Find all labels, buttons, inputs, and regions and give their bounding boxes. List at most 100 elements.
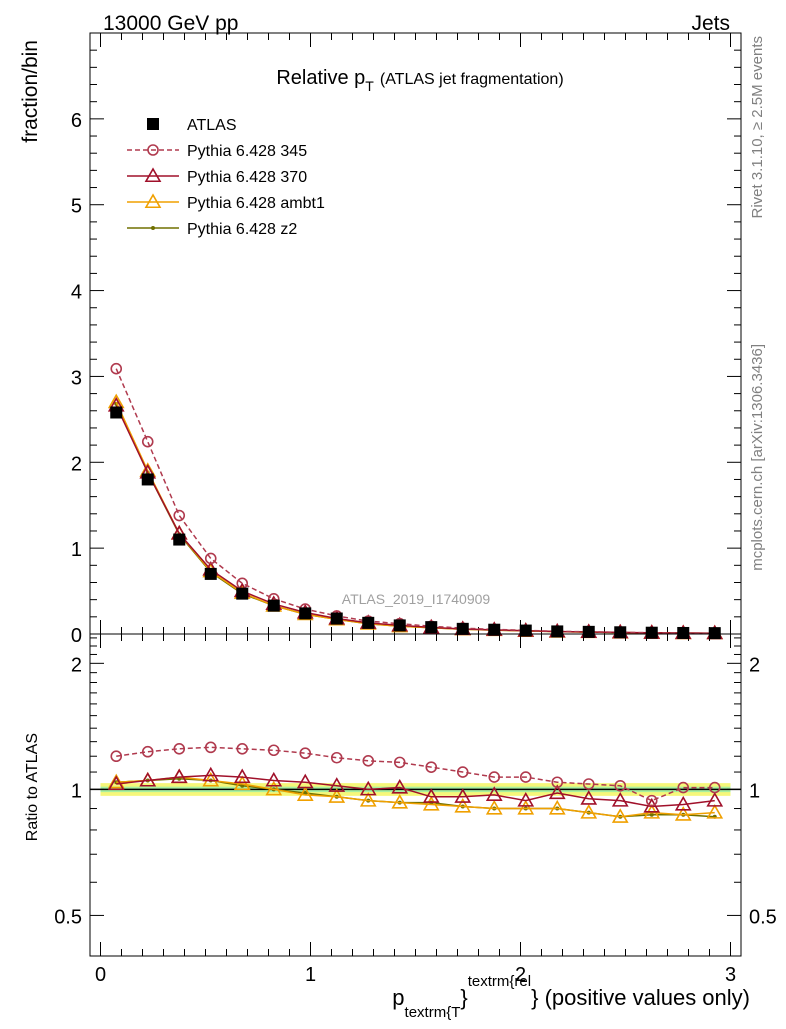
legend-entry: Pythia 6.428 ambt1 bbox=[127, 193, 325, 212]
ratio-data-point bbox=[110, 750, 123, 763]
ratio-data-point bbox=[299, 747, 312, 760]
x-axis-label: ptextrm{T}textrm{rel} (positive values o… bbox=[392, 973, 750, 1021]
main-data-point bbox=[110, 406, 123, 419]
ratio-data-point bbox=[170, 768, 188, 784]
main-data-point bbox=[299, 607, 312, 620]
ratio-data-point bbox=[422, 788, 440, 803]
main-data-point bbox=[204, 552, 217, 565]
ratio-data-point bbox=[677, 781, 690, 794]
main-data-point bbox=[393, 619, 406, 632]
ratio-data-point bbox=[296, 786, 314, 801]
plot-title-sub: T bbox=[365, 78, 374, 94]
legend-entry: Pythia 6.428 z2 bbox=[127, 221, 297, 238]
ratio-data-point bbox=[173, 742, 186, 755]
ratio-data-point bbox=[706, 792, 724, 807]
ratio-data-point bbox=[551, 776, 564, 789]
ratio-data-point bbox=[548, 784, 566, 800]
main-data-point bbox=[173, 509, 186, 522]
ratio-y-tick-label-right: 0.5 bbox=[749, 906, 777, 928]
main-data-point bbox=[267, 599, 280, 612]
main-data-point bbox=[551, 625, 564, 638]
ratio-data-point bbox=[328, 788, 346, 803]
main-data-point bbox=[614, 626, 627, 639]
ratio-data-point bbox=[330, 751, 343, 764]
ratio-x-tick-label: 3 bbox=[725, 964, 736, 986]
main-data-point bbox=[141, 473, 154, 486]
ratio-data-point bbox=[611, 808, 629, 823]
ratio-data-point bbox=[519, 771, 532, 783]
ratio-data-point bbox=[708, 781, 721, 794]
ratio-data-point bbox=[139, 771, 157, 787]
ratio-data-point bbox=[107, 775, 125, 791]
main-data-point bbox=[110, 362, 123, 375]
ratio-series bbox=[110, 741, 721, 807]
main-panel: 0 1 2 3 4 5 6 bbox=[71, 32, 742, 647]
ratio-data-point bbox=[611, 792, 629, 807]
main-data-point bbox=[456, 622, 469, 635]
ratio-data-point bbox=[391, 793, 409, 809]
ratio-data-point bbox=[267, 744, 280, 757]
main-y-axis-label: fraction/bin bbox=[19, 40, 42, 143]
ratio-data-point bbox=[517, 792, 535, 807]
ratio-data-point bbox=[236, 742, 249, 755]
legend-label: Pythia 6.428 ambt1 bbox=[187, 195, 325, 212]
ratio-data-point bbox=[674, 806, 692, 821]
ratio-y-tick-label-left: 0.5 bbox=[54, 906, 82, 928]
ratio-data-point bbox=[265, 780, 283, 796]
main-y-tick-label: 5 bbox=[71, 196, 82, 218]
ratio-series bbox=[107, 766, 724, 813]
header-left: 13000 GeV pp bbox=[103, 12, 238, 35]
ratio-y-tick-label-right: 2 bbox=[749, 654, 760, 676]
plot-title-tail: (ATLAS jet fragmentation) bbox=[380, 71, 564, 88]
main-y-tick-label: 0 bbox=[71, 625, 82, 647]
main-data-point bbox=[330, 612, 343, 625]
ratio-data-point bbox=[233, 768, 251, 784]
main-data-point bbox=[708, 627, 721, 640]
x-axis-label-tail: (positive values only) bbox=[538, 985, 750, 1010]
ratio-data-point bbox=[202, 766, 220, 782]
ratio-data-point bbox=[359, 780, 377, 796]
ratio-data-point bbox=[425, 761, 438, 773]
main-data-point bbox=[582, 625, 595, 638]
ratio-panel: 0.5 0.5 1 1 2 2 0 1 2 3 bbox=[54, 633, 777, 986]
ratio-data-point bbox=[204, 741, 217, 754]
main-data-point bbox=[236, 587, 249, 600]
ratio-data-point bbox=[548, 799, 566, 815]
legend-label: Pythia 6.428 370 bbox=[187, 169, 307, 186]
ratio-data-point bbox=[580, 804, 598, 819]
legend-marker bbox=[147, 118, 159, 130]
legend-marker bbox=[147, 144, 159, 156]
ratio-data-point bbox=[485, 799, 503, 815]
rivet-label: Rivet 3.1.10, ≥ 2.5M events bbox=[749, 36, 766, 219]
x-axis-label-sub: textrm{T bbox=[405, 1004, 461, 1021]
ratio-data-point bbox=[517, 799, 535, 815]
legend: ATLAS Pythia 6.428 345 Pythia 6.428 370 Pyt… bbox=[127, 117, 325, 238]
ratio-data-point bbox=[296, 773, 314, 789]
ratio-data-point bbox=[233, 775, 251, 791]
main-data-point bbox=[204, 567, 217, 580]
ratio-data-point bbox=[422, 795, 440, 811]
main-data-point bbox=[362, 616, 375, 629]
main-series bbox=[110, 406, 721, 640]
main-data-point bbox=[677, 626, 690, 639]
x-axis-label-main: p bbox=[392, 985, 404, 1010]
legend-entry: Pythia 6.428 345 bbox=[127, 143, 307, 160]
ratio-data-point bbox=[488, 771, 501, 783]
ratio-data-point bbox=[454, 797, 472, 813]
analysis-watermark: ATLAS_2019_I1740909 bbox=[342, 591, 491, 607]
legend-marker bbox=[144, 193, 162, 209]
ratio-data-point bbox=[454, 788, 472, 803]
header-right: Jets bbox=[691, 12, 730, 35]
ratio-data-point bbox=[265, 771, 283, 787]
main-y-tick-label: 2 bbox=[71, 453, 82, 475]
ratio-data-point bbox=[485, 786, 503, 801]
plot-title-main: Relative p bbox=[276, 67, 365, 89]
legend-entry: ATLAS bbox=[147, 117, 237, 134]
legend-label: Pythia 6.428 345 bbox=[187, 143, 307, 160]
ratio-data-point bbox=[580, 790, 598, 805]
ratio-data-point bbox=[141, 745, 154, 758]
ratio-data-point bbox=[328, 777, 346, 792]
x-axis-label-sup: textrm{rel bbox=[468, 973, 531, 990]
ratio-data-point bbox=[643, 797, 661, 813]
